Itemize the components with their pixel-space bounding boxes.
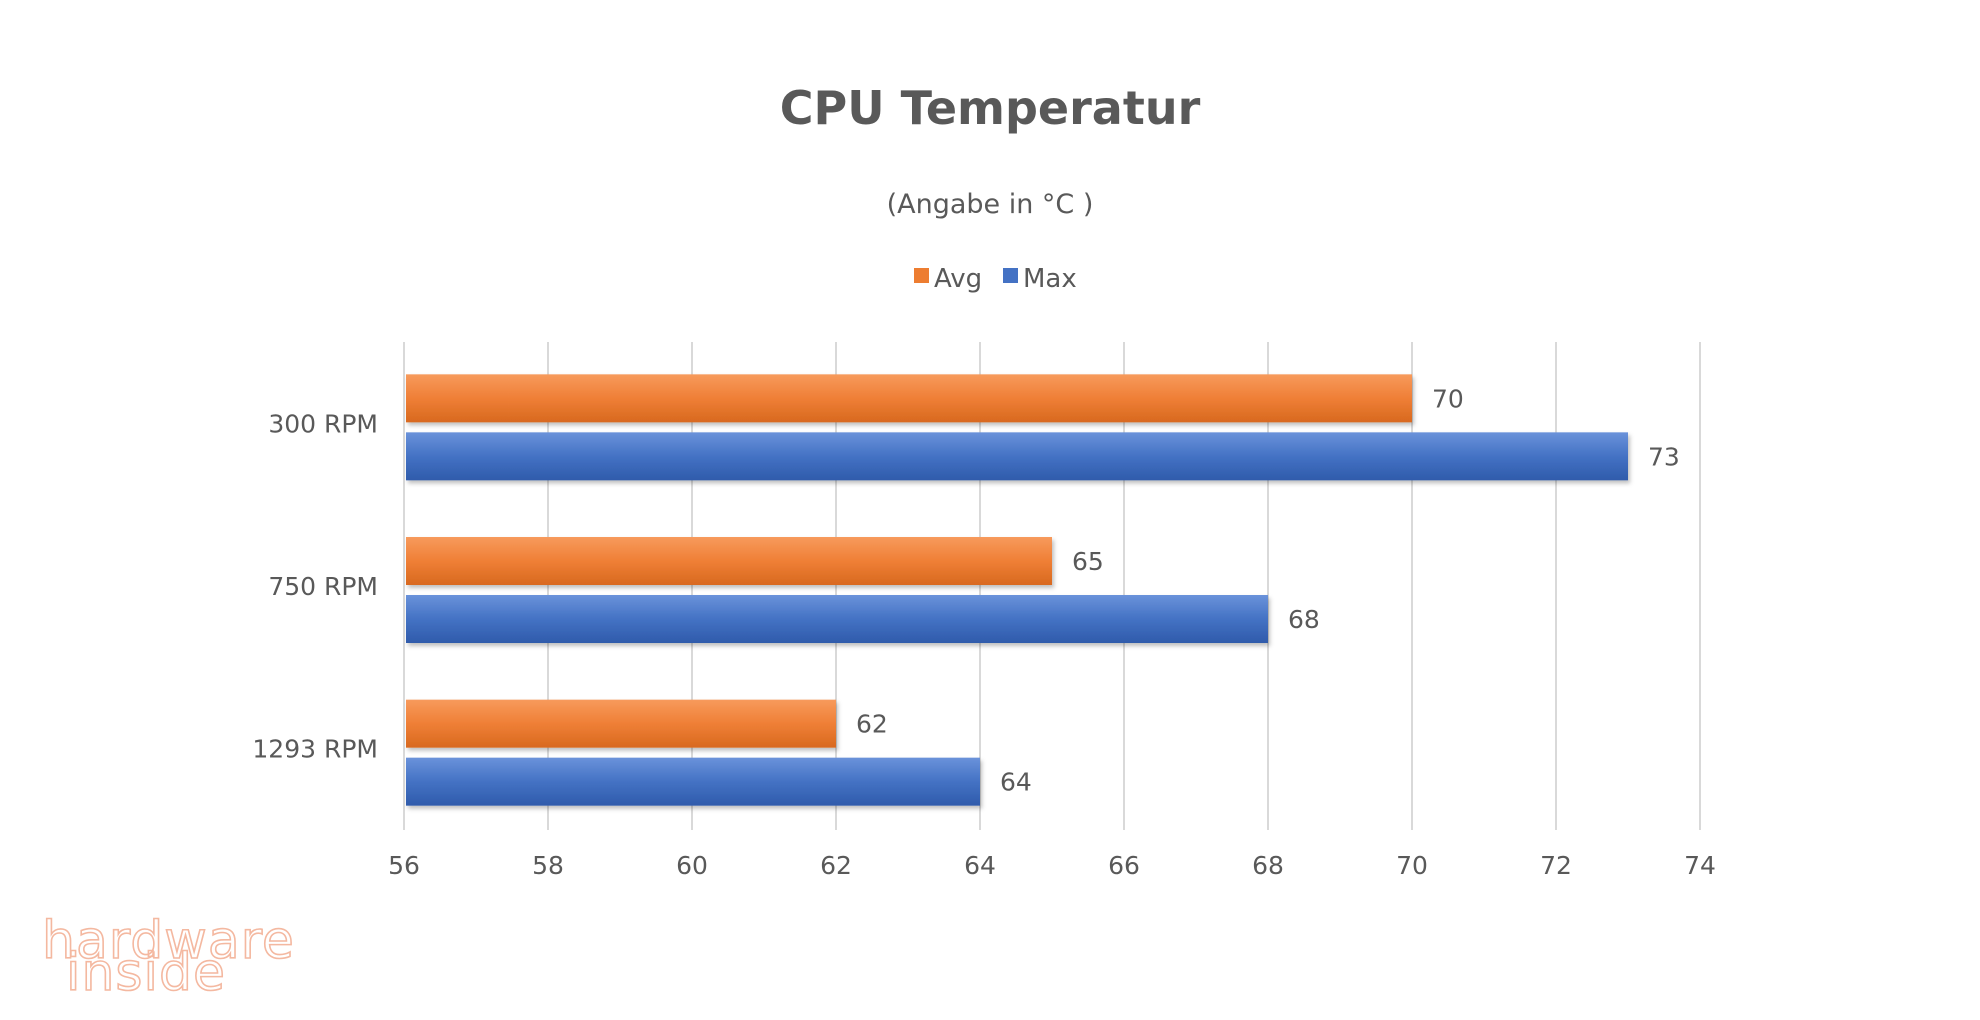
legend-swatch-avg xyxy=(914,268,929,283)
legend-label-avg: Avg xyxy=(934,264,982,294)
category-label: 1293 RPM xyxy=(252,735,378,764)
x-tick-label: 70 xyxy=(1396,851,1428,880)
chart-subtitle: (Angabe in °C ) xyxy=(887,189,1094,220)
bar-avg xyxy=(406,537,1052,585)
data-label-max: 68 xyxy=(1288,605,1320,634)
watermark-line-2: inside xyxy=(66,943,226,1003)
bars xyxy=(406,374,1628,806)
category-label: 750 RPM xyxy=(268,572,378,601)
chart-title: CPU Temperatur xyxy=(780,81,1201,135)
x-tick-label: 68 xyxy=(1252,851,1284,880)
x-tick-label: 62 xyxy=(820,851,852,880)
data-label-avg: 70 xyxy=(1432,384,1464,413)
bar-avg xyxy=(406,699,836,748)
x-tick-label: 60 xyxy=(676,851,708,880)
hardware-inside-logo: hardware inside xyxy=(41,910,295,1004)
x-tick-label: 72 xyxy=(1540,851,1572,880)
x-tick-label: 74 xyxy=(1684,851,1716,880)
x-tick-label: 58 xyxy=(532,851,564,880)
x-tick-label: 64 xyxy=(964,851,996,880)
legend: Avg Max xyxy=(914,264,1077,294)
legend-label-max: Max xyxy=(1023,264,1077,294)
x-tick-label: 66 xyxy=(1108,851,1140,880)
bar-max xyxy=(406,595,1268,643)
data-label-avg: 62 xyxy=(856,710,888,739)
watermark-line-1: hardware xyxy=(42,911,295,971)
x-tick-label: 56 xyxy=(388,851,420,880)
category-label: 300 RPM xyxy=(268,409,378,438)
data-label-max: 64 xyxy=(1000,768,1032,797)
bar-max xyxy=(406,432,1628,481)
data-label-avg: 65 xyxy=(1072,547,1104,576)
gridlines: 56 58 60 62 64 66 68 70 72 74 xyxy=(388,342,1716,880)
legend-swatch-max xyxy=(1003,268,1018,283)
bar-avg xyxy=(406,374,1412,423)
bar-max xyxy=(406,757,980,806)
labels: 300 RPM 70 73 750 RPM 65 68 1293 RPM 62 64 xyxy=(252,384,1679,796)
data-label-max: 73 xyxy=(1648,442,1680,471)
